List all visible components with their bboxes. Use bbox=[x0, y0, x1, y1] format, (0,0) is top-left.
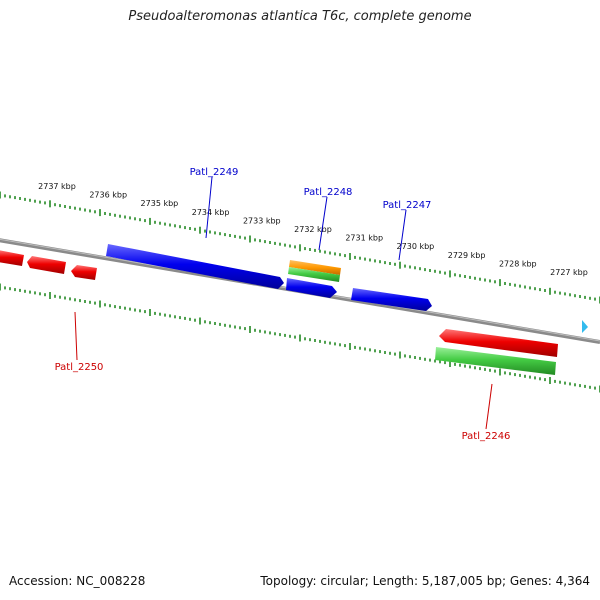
gene-label-patl-2248[interactable]: Patl_2248 bbox=[304, 187, 353, 198]
scale-label: 2737 kbp bbox=[38, 182, 76, 191]
gene-label-patl-2246[interactable]: Patl_2246 bbox=[462, 431, 511, 442]
gene-label-patl-2247[interactable]: Patl_2247 bbox=[383, 200, 432, 211]
scale-label: 2727 kbp bbox=[550, 268, 588, 277]
scale-labels: 2737 kbp 2736 kbp 2735 kbp 2734 kbp 2733 kbp… bbox=[38, 182, 588, 277]
gene-label-patl-2250[interactable]: Patl_2250 bbox=[55, 362, 104, 373]
gene-left-red-1[interactable] bbox=[0, 250, 24, 266]
scale-label: 2733 kbp bbox=[243, 216, 281, 225]
scale-label: 2729 kbp bbox=[448, 251, 486, 260]
label-line-patl-2248 bbox=[318, 196, 328, 251]
scale-label: 2731 kbp bbox=[345, 234, 383, 243]
label-line-patl-2246 bbox=[485, 383, 493, 430]
label-line-patl-2250 bbox=[74, 311, 78, 361]
rna-feature-green-small[interactable] bbox=[288, 267, 340, 282]
gene-patl-2248-arrow[interactable] bbox=[286, 278, 337, 298]
gene-patl-2246-red-arrow[interactable] bbox=[439, 329, 558, 357]
genome-title: Pseudoalteromonas atlantica T6c, complet… bbox=[128, 9, 472, 24]
gene-patl-2246-green-rna[interactable] bbox=[435, 347, 556, 375]
scale-label: 2730 kbp bbox=[397, 242, 435, 251]
genome-summary-text: Topology: circular; Length: 5,187,005 bp… bbox=[260, 574, 590, 588]
label-line-patl-2249 bbox=[205, 176, 213, 239]
gene-label-patl-2249[interactable]: Patl_2249 bbox=[190, 167, 239, 178]
scale-label: 2735 kbp bbox=[141, 199, 179, 208]
outer-scale-ring bbox=[0, 191, 600, 304]
scale-label: 2732 kbp bbox=[294, 225, 332, 234]
gene-patl-2250-arrow[interactable] bbox=[71, 265, 97, 280]
accession-text: Accession: NC_008228 bbox=[9, 574, 146, 588]
position-marker-icon[interactable] bbox=[582, 320, 588, 333]
scale-label: 2734 kbp bbox=[192, 208, 230, 217]
scale-label: 2736 kbp bbox=[89, 191, 127, 200]
gene-patl-2247-arrow[interactable] bbox=[351, 288, 432, 311]
gene-left-red-2[interactable] bbox=[27, 256, 66, 274]
gene-patl-2249-arrow[interactable] bbox=[106, 244, 284, 289]
inner-scale-ring bbox=[0, 283, 600, 393]
label-line-patl-2247 bbox=[398, 209, 407, 261]
scale-label: 2728 kbp bbox=[499, 259, 537, 268]
misc-feature-orange[interactable] bbox=[289, 260, 341, 275]
